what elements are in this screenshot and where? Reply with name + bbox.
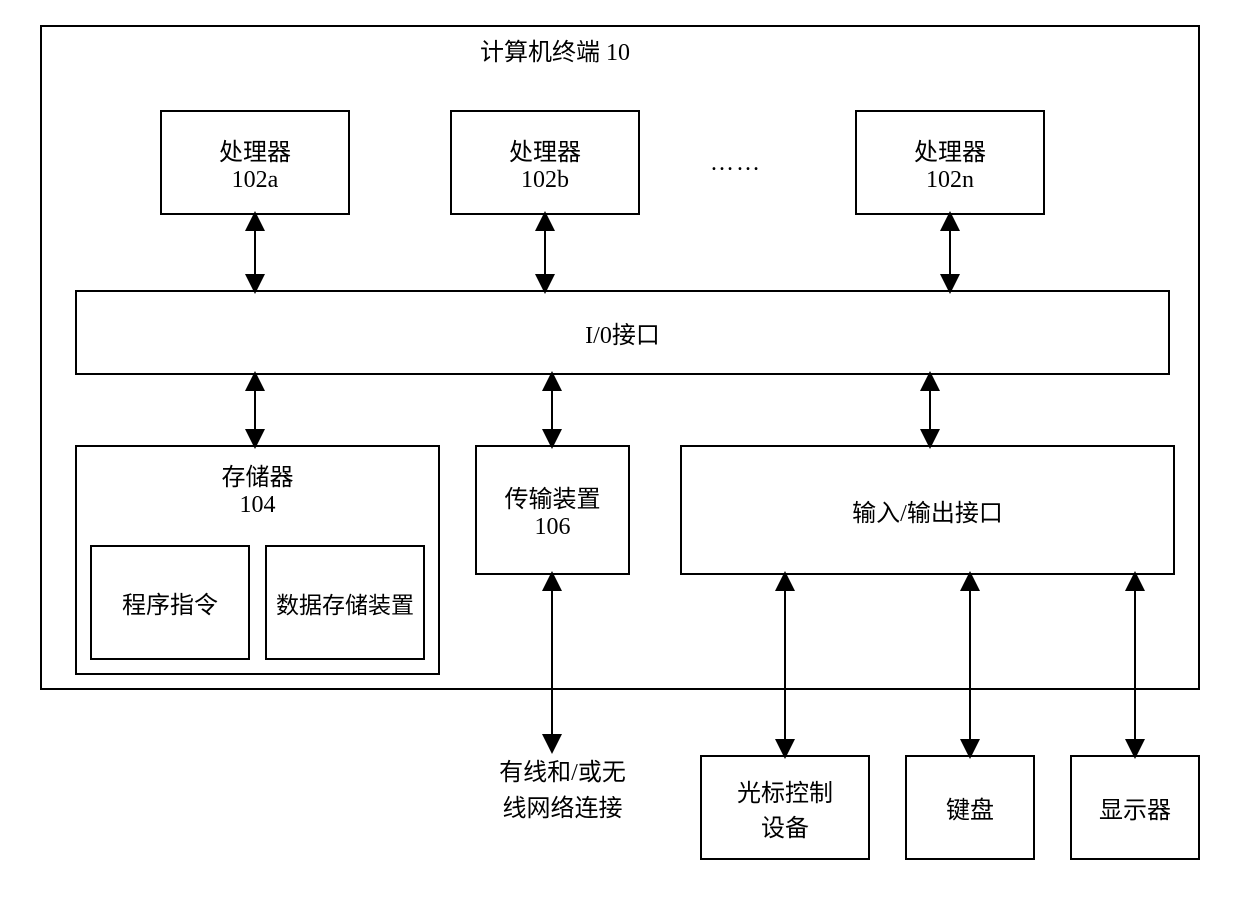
data-storage-box: 数据存储装置 xyxy=(265,545,425,660)
display-box: 显示器 xyxy=(1070,755,1200,860)
program-instructions-box: 程序指令 xyxy=(90,545,250,660)
processor-n-box: 处理器 102n xyxy=(855,110,1045,215)
processor-a-box: 处理器 102a xyxy=(160,110,350,215)
io-port-box: 输入/输出接口 xyxy=(680,445,1175,575)
ellipsis-label: …… xyxy=(710,150,762,177)
network-connection-label: 有线和/或无 线网络连接 xyxy=(465,755,660,827)
cursor-control-box: 光标控制 设备 xyxy=(700,755,870,860)
processor-b-box: 处理器 102b xyxy=(450,110,640,215)
keyboard-box: 键盘 xyxy=(905,755,1035,860)
io-interface-box: I/0接口 xyxy=(75,290,1170,375)
transmission-device-box: 传输装置 106 xyxy=(475,445,630,575)
architecture-diagram: 计算机终端 10 处理器 102a 处理器 102b …… 处理器 102n I… xyxy=(0,0,1239,900)
diagram-title: 计算机终端 10 xyxy=(480,32,630,67)
